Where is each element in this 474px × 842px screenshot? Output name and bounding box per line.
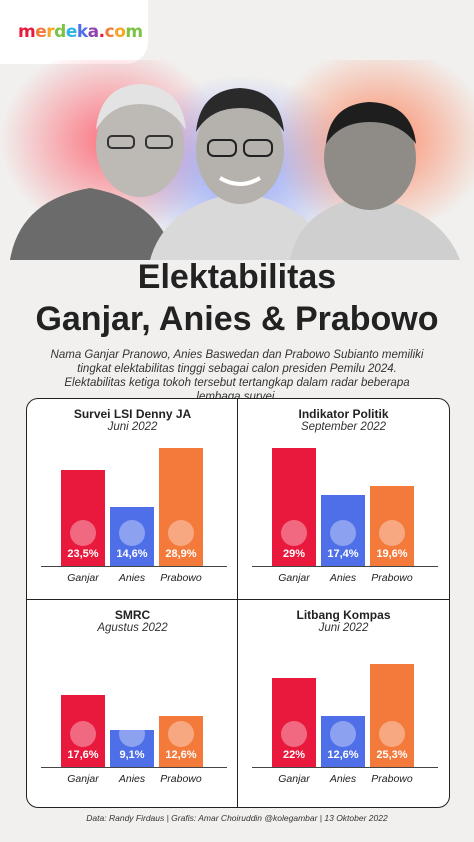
chart-title: Litbang Kompas bbox=[296, 608, 391, 622]
category-label: Prabowo bbox=[160, 773, 202, 785]
bar-portrait-icon bbox=[168, 720, 194, 747]
bar-value-label: 25,3% bbox=[376, 749, 408, 761]
portrait-anies bbox=[150, 88, 330, 260]
bar-prabowo bbox=[370, 486, 414, 566]
bar-anies bbox=[110, 506, 154, 566]
chart-title: Indikator Politik bbox=[298, 407, 389, 421]
chart-panel-4: Litbang Kompas Juni 2022 22% Ganjar 12,6% Ani… bbox=[238, 600, 449, 800]
category-label: Anies bbox=[329, 773, 357, 785]
chart-panel-3: SMRC Agustus 2022 17,6% Ganjar 9,1% Anies 12,6… bbox=[27, 600, 238, 800]
chart-title: Survei LSI Denny JA bbox=[73, 407, 192, 421]
bar-anies bbox=[110, 721, 154, 767]
chart-panel-2: Indikator Politik September 2022 29% Ganjar… bbox=[238, 399, 449, 599]
bar-portrait-icon bbox=[119, 519, 145, 546]
bar-portrait-icon bbox=[281, 519, 307, 546]
footer-credits: Data: Randy Firdaus | Grafis: Amar Choir… bbox=[86, 813, 388, 823]
bar-portrait-icon bbox=[119, 721, 145, 747]
bar-prabowo bbox=[370, 664, 414, 767]
chart-subtitle: Agustus 2022 bbox=[97, 622, 168, 634]
chart-subtitle: September 2022 bbox=[300, 421, 387, 433]
category-label: Ganjar bbox=[67, 572, 99, 584]
bar-portrait-icon bbox=[379, 519, 405, 546]
bar-prabowo bbox=[159, 715, 203, 767]
portrait-ganjar bbox=[10, 84, 186, 260]
category-label: Prabowo bbox=[371, 773, 413, 785]
bar-ganjar bbox=[272, 677, 316, 767]
bar-value-label: 12,6% bbox=[327, 749, 359, 761]
bar-portrait-icon bbox=[70, 720, 96, 747]
bar-value-label: 28,9% bbox=[165, 548, 197, 560]
chart-baseline bbox=[252, 767, 438, 768]
bar-value-label: 29% bbox=[282, 548, 306, 560]
category-label: Anies bbox=[118, 572, 146, 584]
bar-value-label: 17,6% bbox=[67, 749, 99, 761]
bar-value-label: 12,6% bbox=[165, 749, 197, 761]
chart-subtitle: Juni 2022 bbox=[318, 622, 369, 634]
logo: merdeka.com bbox=[0, 0, 148, 64]
chart-baseline bbox=[252, 566, 438, 567]
bar-portrait-icon bbox=[330, 720, 356, 747]
bar-ganjar bbox=[61, 470, 105, 566]
category-label: Prabowo bbox=[160, 572, 202, 584]
bar-anies bbox=[321, 715, 365, 767]
bar-ganjar bbox=[61, 695, 105, 767]
chart-subtitle: Juni 2022 bbox=[107, 421, 158, 433]
category-label: Ganjar bbox=[67, 773, 99, 785]
charts-grid: Survei LSI Denny JA Juni 2022 23,5% Ganjar 1… bbox=[26, 398, 450, 808]
bar-portrait-icon bbox=[330, 519, 356, 546]
title-line-1: Elektabilitas bbox=[137, 258, 337, 296]
bar-portrait-icon bbox=[379, 720, 405, 747]
portrait-prabowo bbox=[290, 102, 460, 260]
chart-title: SMRC bbox=[114, 608, 151, 622]
hero-background bbox=[0, 60, 474, 260]
bar-ganjar bbox=[272, 448, 316, 566]
bar-prabowo bbox=[159, 448, 203, 566]
logo-text: merdeka.com bbox=[18, 22, 143, 42]
bar-portrait-icon bbox=[281, 720, 307, 747]
bar-value-label: 17,4% bbox=[327, 548, 359, 560]
title-line-2: Ganjar, Anies & Prabowo bbox=[35, 300, 439, 338]
bar-value-label: 9,1% bbox=[119, 749, 145, 761]
category-label: Ganjar bbox=[278, 773, 310, 785]
bar-value-label: 22% bbox=[282, 749, 306, 761]
chart-baseline bbox=[41, 566, 227, 567]
category-label: Anies bbox=[118, 773, 146, 785]
hero-photo bbox=[0, 60, 474, 260]
bar-value-label: 19,6% bbox=[376, 548, 408, 560]
chart-panel-1: Survei LSI Denny JA Juni 2022 23,5% Ganjar 1… bbox=[27, 399, 238, 599]
bar-portrait-icon bbox=[168, 519, 194, 546]
grid-divider-vertical bbox=[237, 399, 238, 807]
intro-text: Nama Ganjar Pranowo, Anies Baswedan dan … bbox=[50, 349, 424, 403]
bar-value-label: 23,5% bbox=[67, 548, 99, 560]
category-label: Prabowo bbox=[371, 572, 413, 584]
category-label: Anies bbox=[329, 572, 357, 584]
bar-anies bbox=[321, 495, 365, 566]
bar-value-label: 14,6% bbox=[116, 548, 148, 560]
category-label: Ganjar bbox=[278, 572, 310, 584]
bar-portrait-icon bbox=[70, 519, 96, 546]
chart-baseline bbox=[41, 767, 227, 768]
grid-divider-horizontal bbox=[27, 599, 449, 600]
